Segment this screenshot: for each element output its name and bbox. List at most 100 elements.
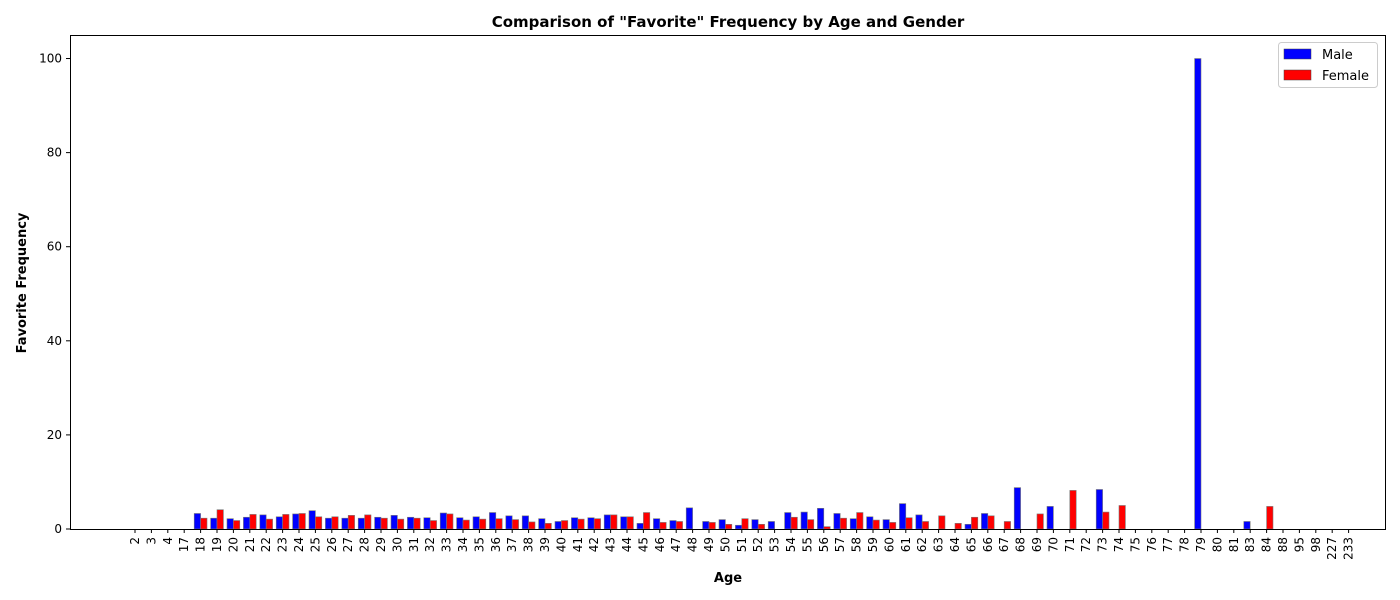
x-tick-label: 233 bbox=[1342, 537, 1356, 560]
x-tick-label: 27 bbox=[341, 537, 355, 552]
x-tick-label: 44 bbox=[620, 537, 634, 552]
x-tick-label: 78 bbox=[1178, 537, 1192, 552]
x-tick-label: 60 bbox=[882, 537, 896, 552]
bar-male-age-70 bbox=[1046, 506, 1054, 530]
bar-female-age-84 bbox=[1266, 506, 1274, 530]
x-tick-label: 52 bbox=[751, 537, 765, 552]
bar-male-age-59 bbox=[866, 516, 874, 530]
x-tick-label: 65 bbox=[964, 537, 978, 552]
x-tick-label: 72 bbox=[1079, 537, 1093, 552]
x-tick-label: 18 bbox=[194, 537, 208, 552]
bar-male-age-29 bbox=[374, 516, 382, 530]
x-tick-label: 33 bbox=[440, 537, 454, 552]
x-tick-label: 69 bbox=[1030, 537, 1044, 552]
bar-female-age-63 bbox=[938, 515, 946, 530]
bar-female-age-43 bbox=[610, 514, 618, 530]
x-tick-label: 70 bbox=[1046, 537, 1060, 552]
bars-group bbox=[193, 58, 1274, 530]
bar-female-age-38 bbox=[528, 521, 536, 530]
bar-female-age-30 bbox=[397, 518, 405, 530]
x-tick-label: 59 bbox=[866, 537, 880, 552]
bar-female-age-26 bbox=[331, 516, 339, 530]
x-tick-label: 58 bbox=[850, 537, 864, 552]
bar-female-age-39 bbox=[544, 523, 552, 530]
x-tick-label: 55 bbox=[800, 537, 814, 552]
bar-male-age-30 bbox=[390, 515, 398, 530]
chart-title: Comparison of "Favorite" Frequency by Ag… bbox=[492, 13, 965, 31]
bar-male-age-27 bbox=[341, 517, 349, 530]
bar-female-age-66 bbox=[987, 515, 995, 530]
x-tick-label: 3 bbox=[144, 537, 158, 545]
bar-female-age-58 bbox=[856, 512, 864, 530]
bar-female-age-59 bbox=[872, 519, 880, 530]
x-axis-label: Age bbox=[714, 571, 742, 586]
bar-male-age-65 bbox=[964, 523, 972, 530]
bar-male-age-79 bbox=[1194, 58, 1202, 530]
bar-female-age-50 bbox=[725, 523, 733, 530]
bar-male-age-37 bbox=[505, 515, 513, 530]
bar-female-age-57 bbox=[839, 517, 847, 530]
bar-male-age-22 bbox=[259, 514, 267, 530]
x-tick-label: 42 bbox=[587, 537, 601, 552]
bar-female-age-71 bbox=[1069, 490, 1077, 530]
x-tick-label: 37 bbox=[505, 537, 519, 552]
x-tick-label: 57 bbox=[833, 537, 847, 552]
x-tick-label: 81 bbox=[1227, 537, 1241, 552]
x-tick-label: 38 bbox=[522, 537, 536, 552]
bar-male-age-43 bbox=[603, 514, 611, 530]
y-tick-label: 60 bbox=[47, 240, 62, 254]
y-axis-ticks: 0 20 40 60 80 100 bbox=[39, 52, 70, 536]
x-tick-label: 63 bbox=[932, 537, 946, 552]
bar-female-age-40 bbox=[561, 520, 569, 530]
bar-male-age-32 bbox=[423, 517, 431, 530]
bar-male-age-46 bbox=[653, 518, 661, 530]
x-tick-label: 80 bbox=[1210, 537, 1224, 552]
x-tick-label: 22 bbox=[259, 537, 273, 552]
x-tick-label: 61 bbox=[899, 537, 913, 552]
bar-female-age-28 bbox=[364, 514, 372, 530]
bar-male-age-33 bbox=[439, 512, 447, 530]
bar-male-age-34 bbox=[456, 517, 464, 530]
bar-female-age-36 bbox=[495, 518, 503, 530]
bar-female-age-62 bbox=[921, 521, 929, 530]
legend: Male Female bbox=[1278, 42, 1378, 88]
legend-swatch-female bbox=[1283, 69, 1312, 81]
x-tick-label: 17 bbox=[177, 537, 191, 552]
x-tick-label: 4 bbox=[161, 537, 175, 545]
bar-female-age-74 bbox=[1118, 505, 1126, 530]
x-axis-ticks: 2 3 4 17 18 19 20 21 22 23 24 25 26 27 28 29 30 31 32 33 34 3… bbox=[128, 529, 1356, 560]
bar-female-age-47 bbox=[675, 521, 683, 530]
bar-male-age-57 bbox=[833, 513, 841, 530]
x-tick-label: 79 bbox=[1194, 537, 1208, 552]
bar-female-age-20 bbox=[233, 520, 241, 530]
x-tick-label: 48 bbox=[686, 537, 700, 552]
x-tick-label: 40 bbox=[554, 537, 568, 552]
x-tick-label: 28 bbox=[358, 537, 372, 552]
x-tick-label: 32 bbox=[423, 537, 437, 552]
x-tick-label: 45 bbox=[636, 537, 650, 552]
x-tick-label: 54 bbox=[784, 537, 798, 552]
x-tick-label: 71 bbox=[1063, 537, 1077, 552]
bar-male-age-18 bbox=[193, 513, 201, 530]
bar-male-age-21 bbox=[243, 516, 251, 530]
x-tick-label: 64 bbox=[948, 537, 962, 552]
x-tick-label: 227 bbox=[1325, 537, 1339, 560]
bar-male-age-38 bbox=[521, 515, 529, 530]
bar-male-age-41 bbox=[571, 517, 579, 530]
bar-female-age-31 bbox=[413, 517, 421, 530]
bar-female-age-51 bbox=[741, 518, 749, 530]
x-tick-label: 19 bbox=[210, 537, 224, 552]
bar-male-age-24 bbox=[292, 513, 300, 530]
bar-female-age-55 bbox=[807, 519, 815, 530]
bar-female-age-65 bbox=[971, 516, 979, 530]
legend-swatch-male bbox=[1283, 48, 1312, 60]
bar-male-age-45 bbox=[636, 523, 644, 530]
bar-male-age-52 bbox=[751, 519, 759, 530]
bar-male-age-44 bbox=[620, 516, 628, 530]
bar-male-age-39 bbox=[538, 518, 546, 530]
bar-male-age-56 bbox=[817, 507, 825, 530]
y-tick-label: 100 bbox=[39, 52, 62, 66]
x-tick-label: 20 bbox=[226, 537, 240, 552]
bar-female-age-73 bbox=[1102, 511, 1110, 530]
